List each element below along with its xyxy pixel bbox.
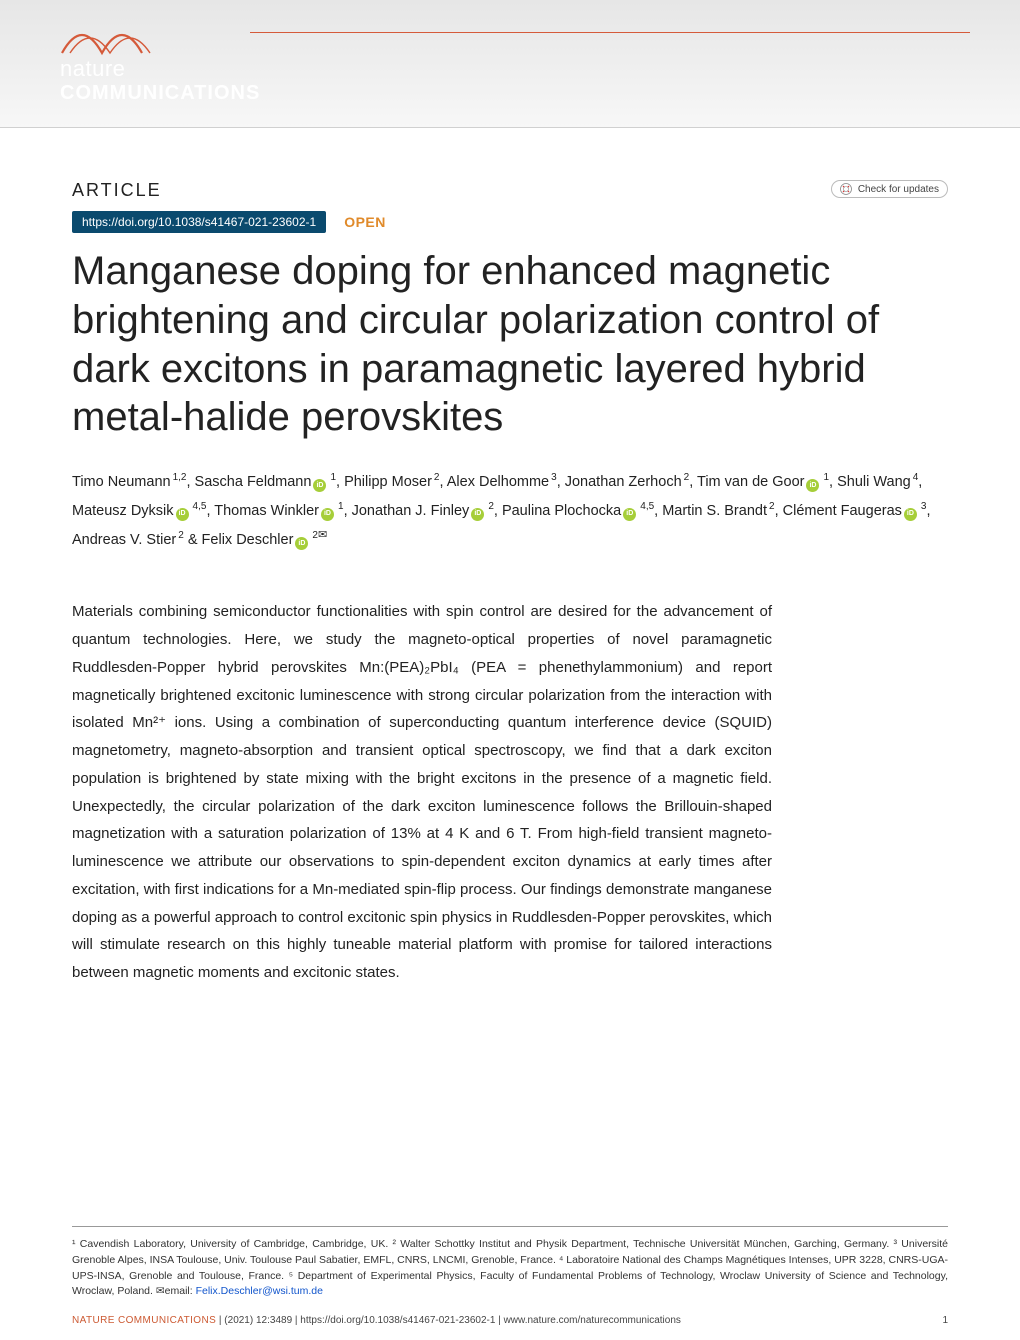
page-number: 1 [942, 1315, 948, 1326]
article-title: Manganese doping for enhanced magnetic b… [72, 247, 948, 442]
footer-journal: NATURE COMMUNICATIONS [72, 1315, 216, 1326]
author-list: Timo Neumann 1,2, Sascha Feldmann 1, Phi… [72, 468, 948, 554]
orcid-icon[interactable] [806, 479, 819, 492]
logo-text-communications: COMMUNICATIONS [60, 82, 1020, 105]
orcid-icon[interactable] [471, 508, 484, 521]
article-kicker: ARTICLE [72, 180, 162, 201]
orcid-icon[interactable] [904, 508, 917, 521]
check-for-updates-button[interactable]: Check for updates [831, 180, 948, 198]
crossmark-icon [840, 183, 852, 195]
page-footer: NATURE COMMUNICATIONS | (2021) 12:3489 |… [72, 1315, 948, 1326]
logo-curves-icon [60, 14, 230, 56]
doi-link[interactable]: https://doi.org/10.1038/s41467-021-23602… [72, 211, 326, 233]
orcid-icon[interactable] [176, 508, 189, 521]
orcid-icon[interactable] [321, 508, 334, 521]
logo-text-nature: nature [60, 56, 1020, 82]
orcid-icon[interactable] [623, 508, 636, 521]
journal-logo: nature COMMUNICATIONS [60, 14, 1020, 105]
journal-header-band: nature COMMUNICATIONS [0, 0, 1020, 128]
abstract-text: Materials combining semiconductor functi… [72, 598, 772, 987]
orcid-icon[interactable] [295, 537, 308, 550]
header-accent-line [250, 32, 970, 33]
orcid-icon[interactable] [313, 479, 326, 492]
check-for-updates-label: Check for updates [858, 184, 939, 195]
open-access-label: OPEN [344, 214, 386, 230]
affiliations-block: ¹ Cavendish Laboratory, University of Ca… [72, 1226, 948, 1300]
corresponding-email-link[interactable]: Felix.Deschler@wsi.tum.de [196, 1285, 323, 1297]
footer-citation: (2021) 12:3489 | https://doi.org/10.1038… [224, 1315, 681, 1326]
